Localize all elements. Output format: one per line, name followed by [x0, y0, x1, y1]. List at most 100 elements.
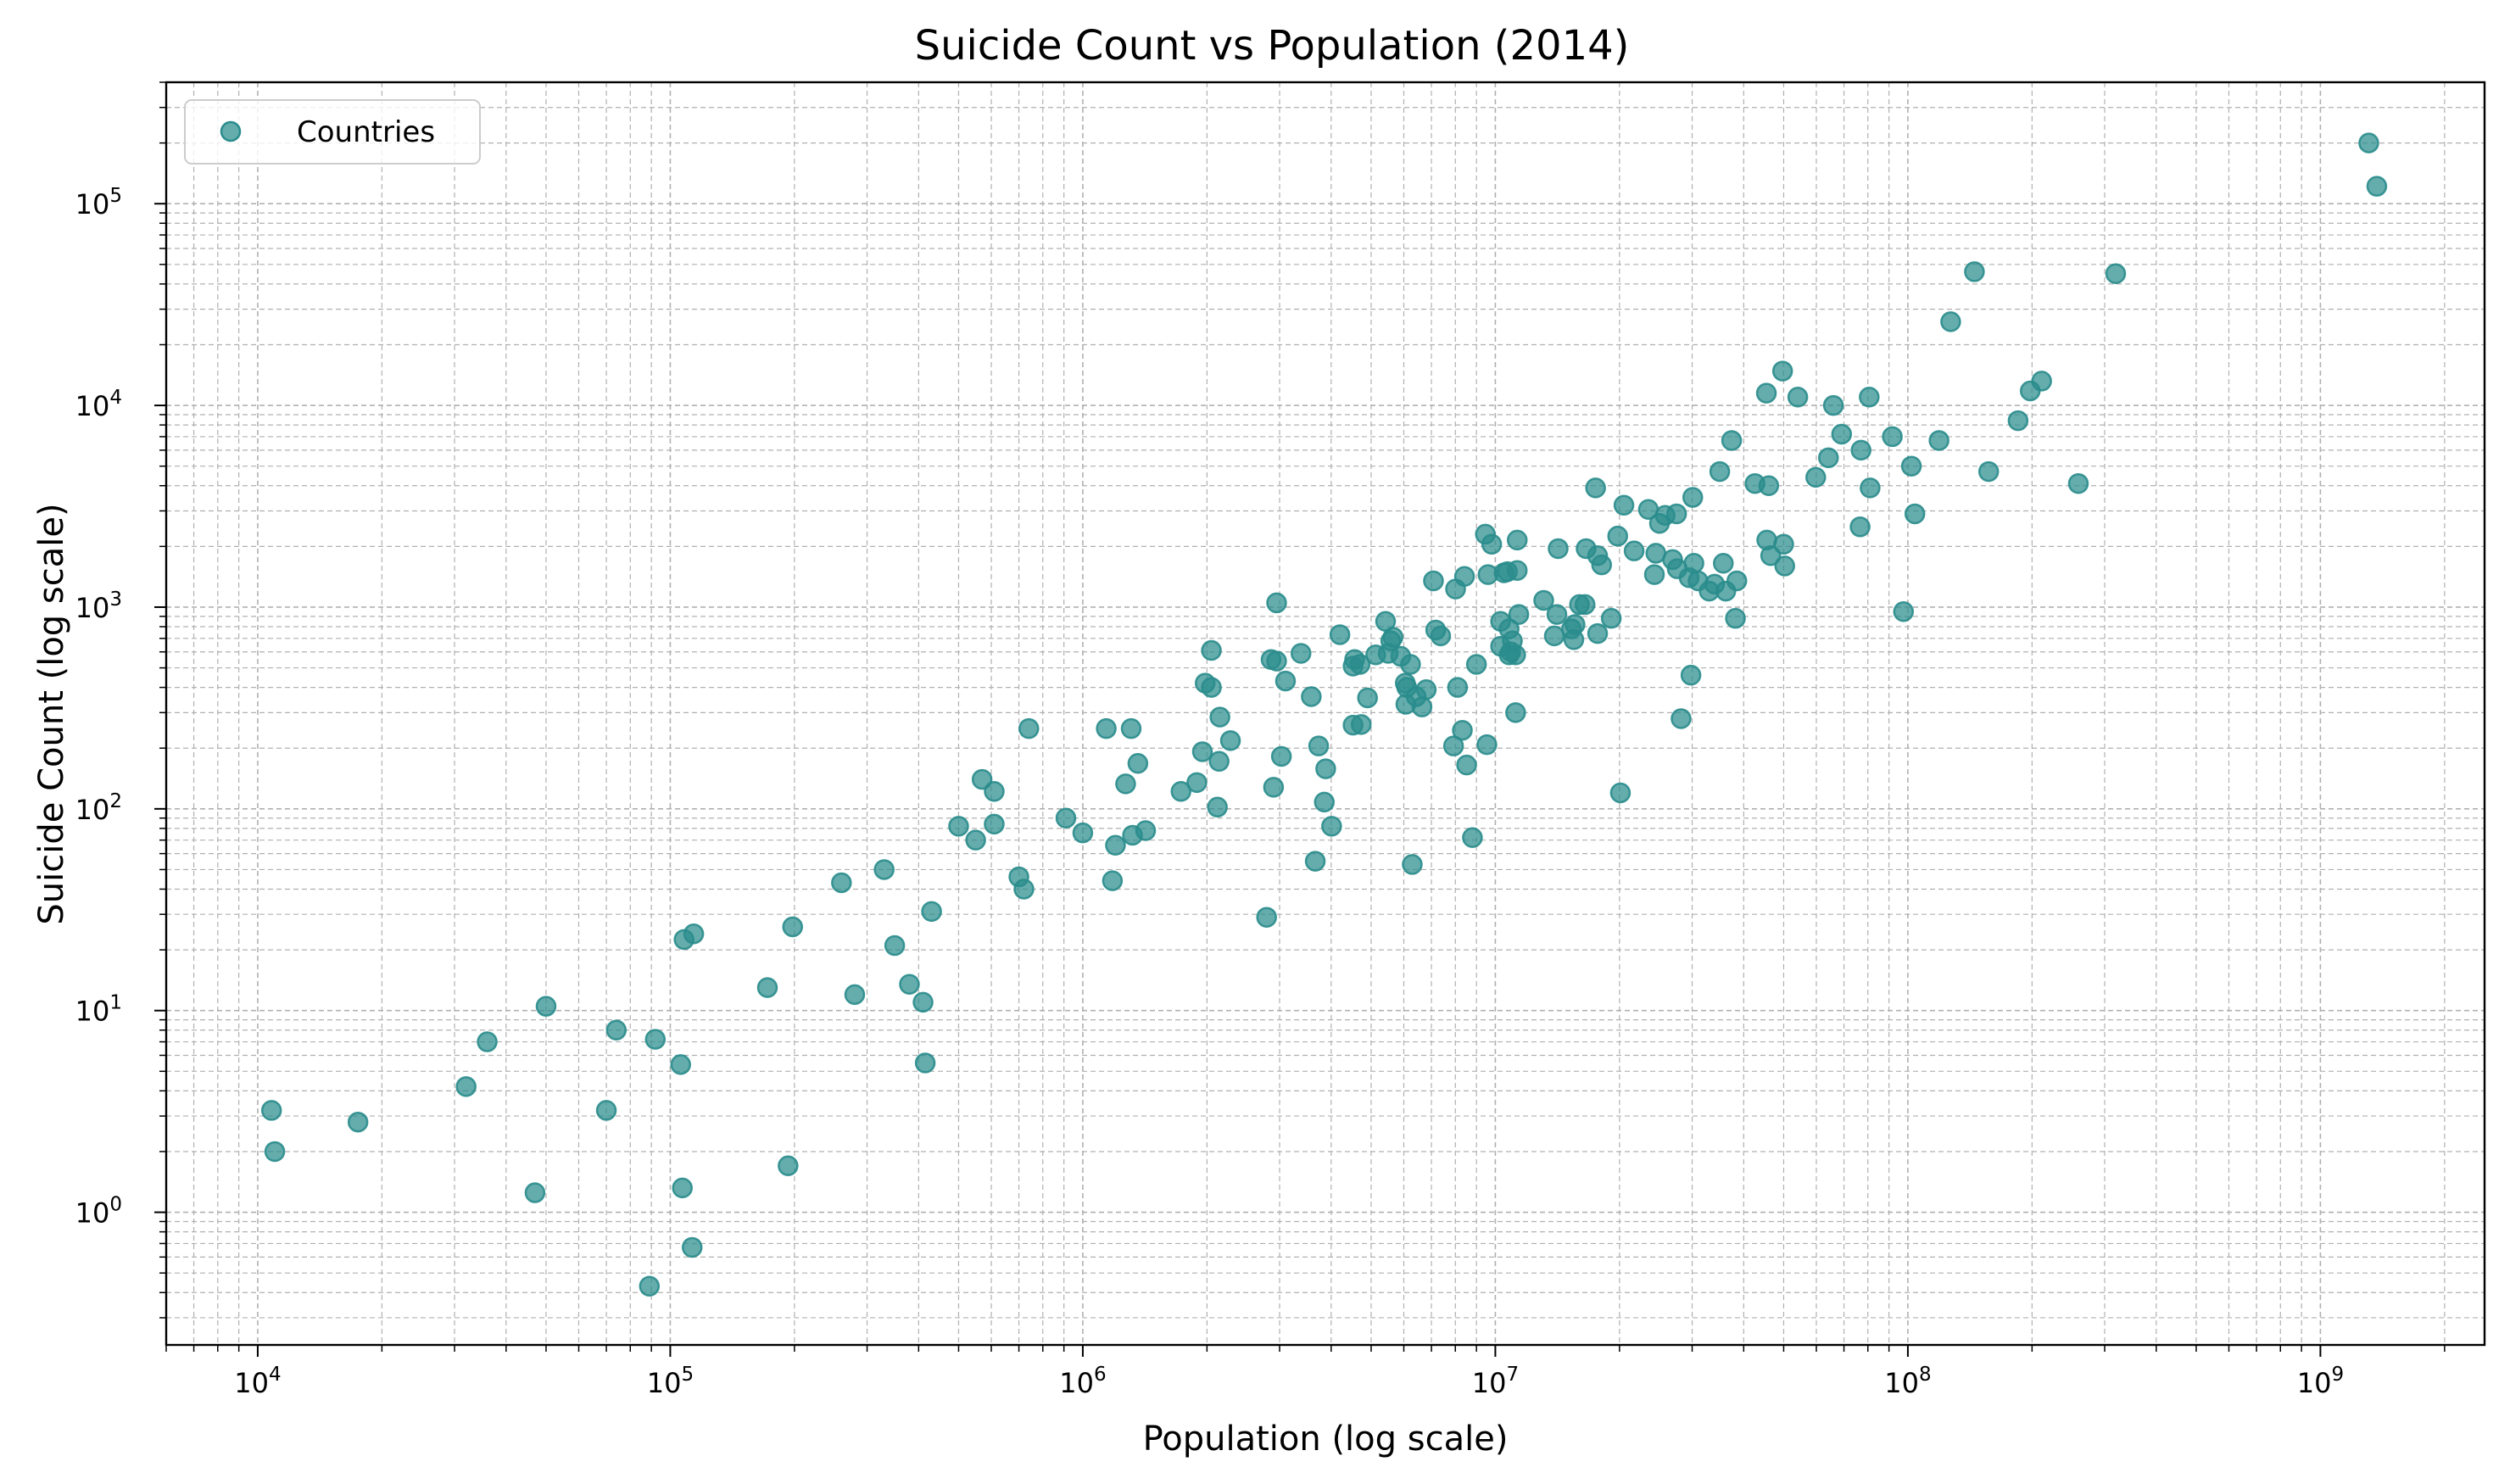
data-point: [1787, 386, 1809, 408]
data-point: [1882, 426, 1903, 448]
data-point: [1382, 627, 1404, 648]
y-tick-label: 102: [75, 790, 122, 826]
data-point: [1170, 781, 1191, 802]
data-point: [1682, 487, 1704, 508]
data-point: [1476, 734, 1498, 756]
data-point: [1774, 555, 1795, 577]
y-axis-label: Suicide Count (log scale): [32, 503, 71, 924]
data-point: [681, 1236, 703, 1258]
data-point: [1275, 670, 1297, 692]
data-point: [1623, 540, 1645, 561]
data-point: [1671, 708, 1692, 729]
data-point: [1127, 752, 1149, 774]
data-point: [1055, 807, 1077, 828]
data-point: [1508, 604, 1530, 625]
data-point: [1201, 639, 1222, 661]
data-point: [683, 923, 705, 945]
data-point: [1565, 614, 1586, 635]
data-point: [1096, 717, 1117, 739]
y-tick-label: 100: [75, 1194, 122, 1230]
data-point: [1209, 706, 1230, 728]
data-point: [1207, 796, 1228, 818]
data-point: [778, 1155, 799, 1177]
data-point: [1665, 503, 1687, 525]
data-point: [831, 872, 852, 894]
data-point: [884, 934, 906, 957]
data-point: [1831, 423, 1853, 445]
data-point: [2067, 472, 2089, 494]
data-point: [1755, 382, 1777, 404]
data-point: [1607, 525, 1628, 547]
x-tick-label: 107: [1472, 1364, 1519, 1399]
data-point: [1805, 466, 1827, 488]
data-point: [1402, 854, 1423, 875]
data-point: [1964, 261, 1985, 282]
data-point: [1977, 460, 2000, 483]
data-point: [672, 1177, 693, 1199]
data-point: [899, 974, 920, 995]
data-point: [1822, 394, 1844, 416]
data-point: [1415, 678, 1437, 700]
data-point: [984, 813, 1005, 835]
data-point: [1115, 773, 1136, 795]
data-point: [1442, 735, 1464, 756]
data-point: [1447, 677, 1469, 698]
data-point: [595, 1100, 617, 1121]
data-point: [1304, 851, 1326, 872]
legend: Countries: [184, 99, 481, 165]
data-point: [1191, 741, 1213, 762]
data-point: [1505, 644, 1526, 666]
data-point: [1725, 607, 1746, 629]
data-point: [1904, 503, 1926, 525]
data-point: [1709, 460, 1731, 483]
data-point: [1587, 622, 1609, 644]
data-point: [1859, 386, 1880, 408]
data-point: [1585, 477, 1606, 499]
data-point: [1850, 439, 1871, 461]
x-tick-label: 109: [2297, 1364, 2344, 1399]
data-point: [1357, 687, 1378, 709]
data-point: [1349, 654, 1371, 675]
data-point: [2366, 176, 2388, 197]
data-point: [1102, 870, 1124, 891]
data-point: [639, 1275, 661, 1297]
data-point: [1533, 589, 1554, 611]
y-tick-label: 101: [75, 992, 122, 1028]
data-point: [1683, 552, 1704, 574]
data-point: [1219, 730, 1241, 751]
data-point: [347, 1111, 369, 1133]
data-point: [1860, 477, 1881, 499]
data-point: [1680, 664, 1702, 686]
data-points: [260, 132, 2388, 1297]
data-point: [1350, 714, 1372, 735]
y-tick-label: 105: [75, 185, 122, 220]
minor-gridlines: [165, 81, 2485, 1345]
data-point: [1771, 360, 1793, 382]
data-point: [1574, 594, 1596, 616]
data-point: [1726, 570, 1748, 592]
data-point: [2031, 371, 2052, 392]
x-tick-label: 105: [647, 1364, 694, 1399]
data-point: [524, 1182, 546, 1203]
data-point: [1186, 772, 1208, 794]
data-point: [1400, 654, 1421, 675]
plot-frame: [165, 81, 2486, 1347]
data-point: [1462, 827, 1483, 849]
data-point: [2105, 263, 2127, 284]
data-point: [1928, 430, 1949, 451]
data-point: [477, 1031, 498, 1052]
data-point: [1506, 529, 1528, 551]
data-point: [1465, 654, 1487, 675]
x-tick-label: 108: [1884, 1364, 1931, 1399]
data-point: [1453, 566, 1475, 587]
y-tick-label: 104: [75, 387, 122, 422]
x-tick-label: 106: [1059, 1364, 1106, 1399]
data-point: [1315, 758, 1336, 779]
data-point: [1849, 516, 1871, 538]
data-point: [1263, 777, 1285, 798]
data-point: [921, 901, 942, 923]
data-point: [1893, 601, 1915, 622]
data-point: [670, 1054, 691, 1075]
